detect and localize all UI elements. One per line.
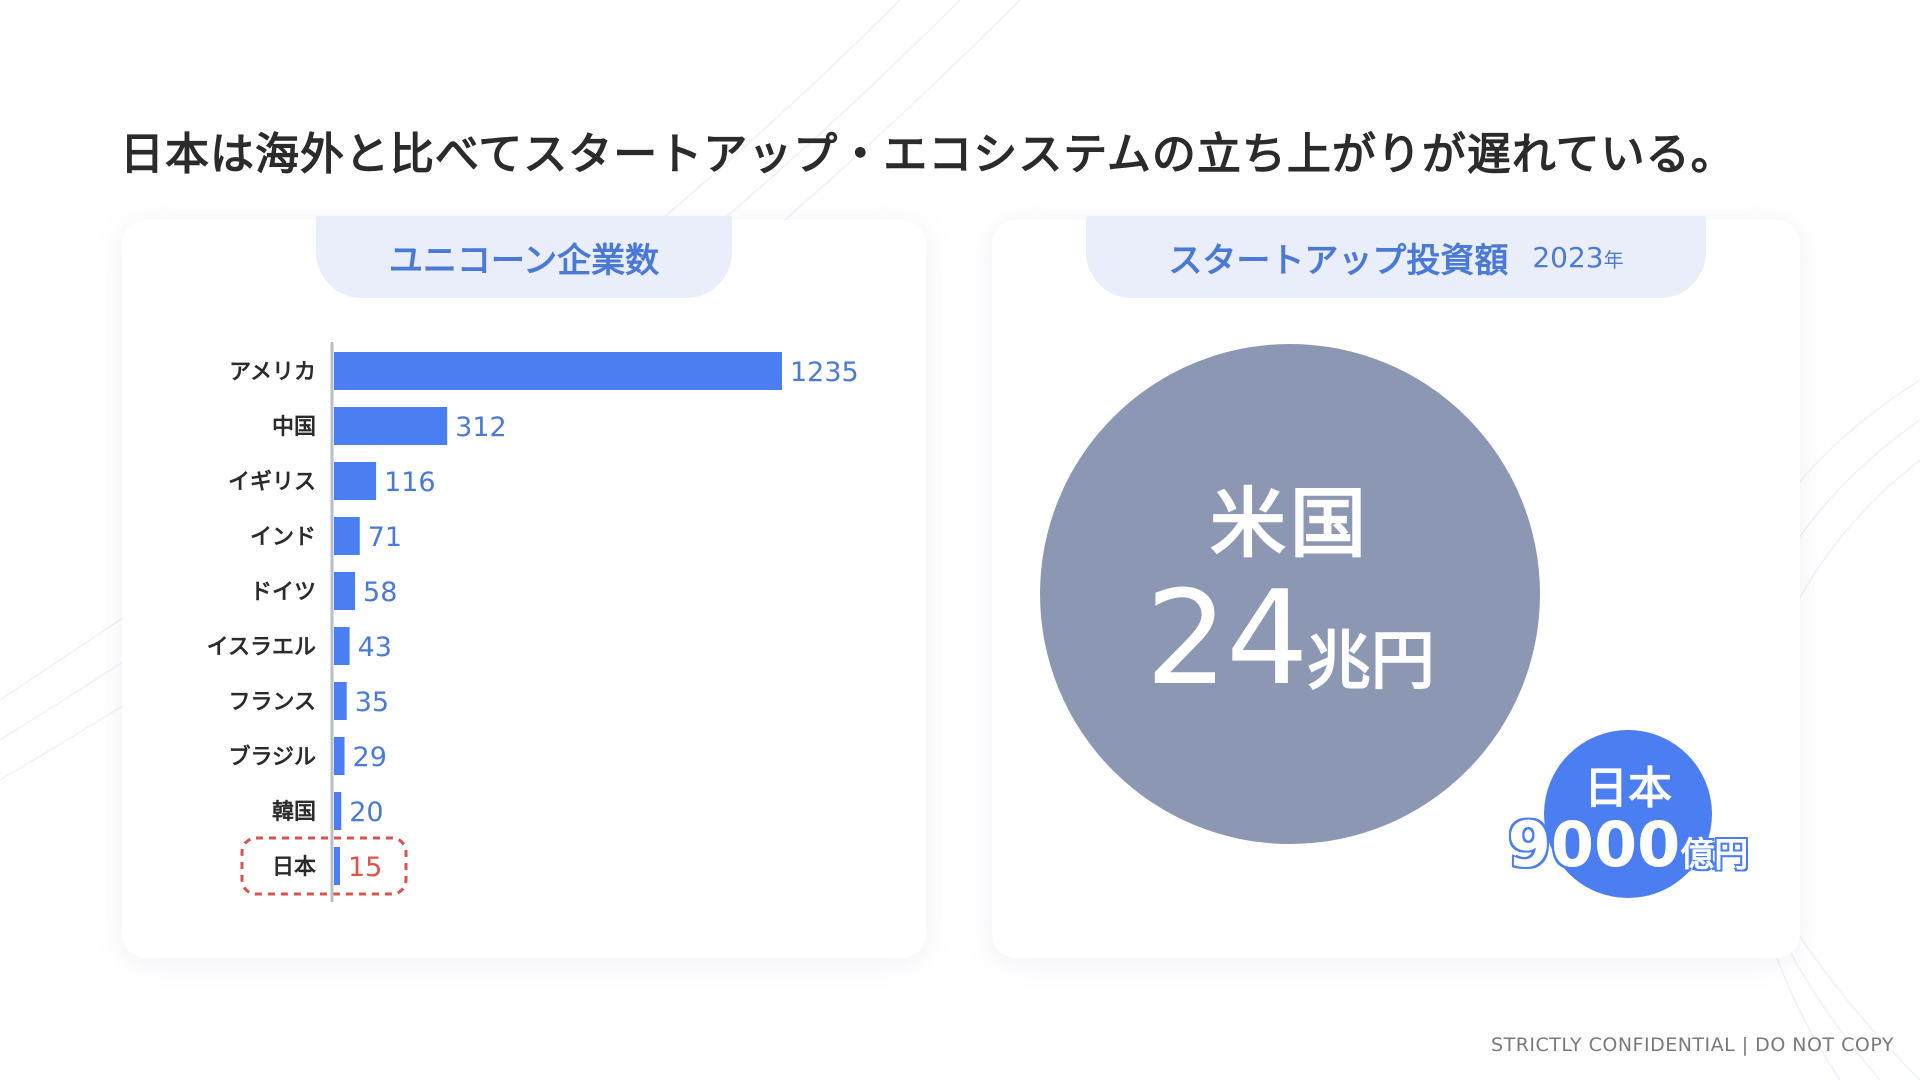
confidential-footer: STRICTLY CONFIDENTIAL | DO NOT COPY [1491, 1034, 1894, 1056]
value-label-2: 116 [384, 467, 436, 498]
value-label-5: 43 [358, 632, 392, 663]
unicorn-card [122, 220, 926, 958]
value-label-8: 20 [349, 797, 383, 828]
bar-4 [334, 572, 356, 610]
category-label-9: 日本 [272, 855, 316, 880]
category-label-2: イギリス [228, 470, 316, 495]
value-label-1: 312 [455, 412, 507, 443]
highlight-box [240, 836, 408, 896]
value-label-9: 15 [348, 852, 382, 883]
jp-amount: 9000億円 [1500, 807, 1756, 883]
value-label-0: 1235 [790, 357, 859, 388]
category-label-6: フランス [228, 690, 316, 715]
category-label-0: アメリカ [229, 360, 316, 385]
category-label-4: ドイツ [250, 580, 316, 605]
jp-amount-unit: 億円 [1680, 835, 1749, 875]
unicorn-tab: ユニコーン企業数 [316, 216, 732, 298]
year-suffix: 年 [1603, 247, 1624, 272]
bar-9 [334, 847, 340, 885]
bar-1 [334, 407, 448, 445]
bar-6 [334, 682, 347, 720]
bar-0 [334, 352, 782, 390]
bar-5 [334, 627, 350, 665]
value-label-3: 71 [368, 522, 402, 553]
investment-tab: スタートアップ投資額 2023年 [1086, 216, 1706, 298]
page-title: 日本は海外と比べてスタートアップ・エコシステムの立ち上がりが遅れている。 [120, 129, 1736, 180]
investment-tab-title: スタートアップ投資額 [1168, 240, 1509, 281]
year-number: 2023 [1532, 240, 1604, 274]
bar-2 [334, 462, 377, 500]
us-investment-circle [1040, 344, 1540, 844]
value-label-6: 35 [355, 687, 389, 718]
category-label-5: イスラエル [207, 635, 316, 660]
unicorn-tab-title: ユニコーン企業数 [388, 240, 660, 281]
category-label-1: 中国 [272, 415, 316, 440]
investment-year: 2023年 [1532, 241, 1623, 274]
us-amount-number: 24 [1145, 562, 1308, 714]
us-amount: 24兆円 [1040, 562, 1540, 714]
category-label-3: インド [250, 525, 316, 550]
jp-investment-circle [1544, 730, 1712, 898]
jp-amount-number: 9000 [1506, 807, 1682, 883]
category-label-8: 韓国 [272, 799, 316, 825]
category-label-7: ブラジル [228, 744, 316, 770]
value-label-7: 29 [353, 742, 387, 773]
bar-8 [334, 792, 342, 830]
us-amount-unit: 兆円 [1306, 625, 1435, 699]
jp-label: 日本 [1584, 763, 1672, 814]
value-label-4: 58 [363, 577, 397, 608]
us-label: 米国 [1210, 479, 1370, 568]
bar-7 [334, 737, 345, 775]
bar-3 [334, 517, 360, 555]
